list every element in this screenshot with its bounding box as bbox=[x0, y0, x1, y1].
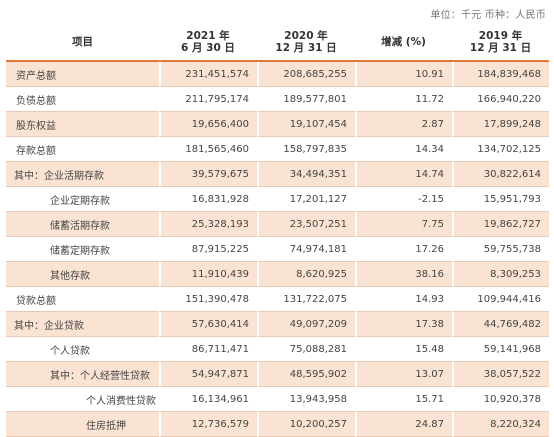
value-2021: 25,328,193 bbox=[159, 212, 257, 237]
row-label: 其中：企业贷款 bbox=[6, 312, 159, 337]
row-label: 储蓄定期存款 bbox=[6, 237, 159, 262]
table-row: 贷款总额 151,390,478 131,722,075 14.93 109,944,4… bbox=[6, 287, 549, 312]
value-2020: 158,797,835 bbox=[257, 137, 355, 162]
value-change: 7.75 bbox=[355, 212, 452, 237]
value-change: 10.91 bbox=[355, 62, 452, 87]
row-label: 企业定期存款 bbox=[6, 187, 159, 212]
value-2020: 13,943,958 bbox=[257, 387, 355, 412]
value-2021: 231,451,574 bbox=[159, 62, 257, 87]
value-2021: 16,134,961 bbox=[159, 387, 257, 412]
value-2019: 19,862,727 bbox=[452, 212, 549, 237]
value-2020: 131,722,075 bbox=[257, 287, 355, 312]
value-2019: 38,057,522 bbox=[452, 362, 549, 387]
row-label: 存款总额 bbox=[6, 137, 159, 162]
value-2021: 12,736,579 bbox=[159, 412, 257, 437]
value-2019: 15,951,793 bbox=[452, 187, 549, 212]
value-2019: 166,940,220 bbox=[452, 87, 549, 112]
value-2019: 184,839,468 bbox=[452, 62, 549, 87]
value-change: 14.74 bbox=[355, 162, 452, 187]
value-2020: 208,685,255 bbox=[257, 62, 355, 87]
row-label: 其中：企业活期存款 bbox=[6, 162, 159, 187]
value-change: 14.34 bbox=[355, 137, 452, 162]
value-change: 24.87 bbox=[355, 412, 452, 437]
table-row: 住房抵押 12,736,579 10,200,257 24.87 8,220,324 bbox=[6, 412, 549, 437]
table-row: 个人贷款 86,711,471 75,088,281 15.48 59,141,968 bbox=[6, 337, 549, 362]
value-2021: 39,579,675 bbox=[159, 162, 257, 187]
row-label: 贷款总额 bbox=[6, 287, 159, 312]
row-label: 储蓄活期存款 bbox=[6, 212, 159, 237]
table-row: 资产总额 231,451,574 208,685,255 10.91 184,839,4… bbox=[6, 62, 549, 87]
row-label: 其他存款 bbox=[6, 262, 159, 287]
row-label: 个人贷款 bbox=[6, 337, 159, 362]
value-2019: 109,944,416 bbox=[452, 287, 549, 312]
table-row: 储蓄活期存款 25,328,193 23,507,251 7.75 19,862,727 bbox=[6, 212, 549, 237]
value-2020: 10,200,257 bbox=[257, 412, 355, 437]
value-2020: 8,620,925 bbox=[257, 262, 355, 287]
value-2020: 48,595,902 bbox=[257, 362, 355, 387]
value-2019: 44,769,482 bbox=[452, 312, 549, 337]
value-2021: 86,711,471 bbox=[159, 337, 257, 362]
table-row: 其中：企业活期存款 39,579,675 34,494,351 14.74 30,822… bbox=[6, 162, 549, 187]
table-row: 其中：个人经营性贷款 54,947,871 48,595,902 13.07 38,05… bbox=[6, 362, 549, 387]
value-2019: 8,309,253 bbox=[452, 262, 549, 287]
row-label: 资产总额 bbox=[6, 62, 159, 87]
row-label: 其中：个人经营性贷款 bbox=[6, 362, 159, 387]
value-change: 14.93 bbox=[355, 287, 452, 312]
value-change: -2.15 bbox=[355, 187, 452, 212]
row-label: 个人消费性贷款 bbox=[6, 387, 159, 412]
header-item: 项目 bbox=[6, 24, 159, 62]
value-2020: 74,974,181 bbox=[257, 237, 355, 262]
value-2019: 10,920,378 bbox=[452, 387, 549, 412]
table-row: 其中：企业贷款 57,630,414 49,097,209 17.38 44,769,4… bbox=[6, 312, 549, 337]
value-2019: 30,822,614 bbox=[452, 162, 549, 187]
row-label: 住房抵押 bbox=[6, 412, 159, 437]
value-2020: 75,088,281 bbox=[257, 337, 355, 362]
value-2019: 59,141,968 bbox=[452, 337, 549, 362]
table-row: 股东权益 19,656,400 19,107,454 2.87 17,899,248 bbox=[6, 112, 549, 137]
value-change: 17.38 bbox=[355, 312, 452, 337]
value-2021: 19,656,400 bbox=[159, 112, 257, 137]
value-2021: 211,795,174 bbox=[159, 87, 257, 112]
row-label: 负债总额 bbox=[6, 87, 159, 112]
value-2019: 8,220,324 bbox=[452, 412, 549, 437]
header-2019: 2019 年 12 月 31 日 bbox=[452, 24, 549, 62]
value-2020: 23,507,251 bbox=[257, 212, 355, 237]
unit-note: 单位：千元 币种：人民币 bbox=[430, 10, 546, 21]
value-2020: 189,577,801 bbox=[257, 87, 355, 112]
table-row: 存款总额 181,565,460 158,797,835 14.34 134,702,1… bbox=[6, 137, 549, 162]
value-2019: 134,702,125 bbox=[452, 137, 549, 162]
value-change: 38.16 bbox=[355, 262, 452, 287]
value-change: 11.72 bbox=[355, 87, 452, 112]
value-change: 17.26 bbox=[355, 237, 452, 262]
value-2021: 151,390,478 bbox=[159, 287, 257, 312]
table-row: 个人消费性贷款 16,134,961 13,943,958 15.71 10,920,3… bbox=[6, 387, 549, 412]
value-2021: 57,630,414 bbox=[159, 312, 257, 337]
table-row: 企业定期存款 16,831,928 17,201,127 -2.15 15,951,79… bbox=[6, 187, 549, 212]
value-2019: 17,899,248 bbox=[452, 112, 549, 137]
value-2020: 34,494,351 bbox=[257, 162, 355, 187]
table-row: 负债总额 211,795,174 189,577,801 11.72 166,940,2… bbox=[6, 87, 549, 112]
value-2021: 54,947,871 bbox=[159, 362, 257, 387]
table-row: 储蓄定期存款 87,915,225 74,974,181 17.26 59,755,73… bbox=[6, 237, 549, 262]
value-change: 13.07 bbox=[355, 362, 452, 387]
value-2019: 59,755,738 bbox=[452, 237, 549, 262]
value-2021: 87,915,225 bbox=[159, 237, 257, 262]
table-row: 其他存款 11,910,439 8,620,925 38.16 8,309,253 bbox=[6, 262, 549, 287]
header-change: 增减 (%) bbox=[355, 24, 452, 62]
value-2020: 17,201,127 bbox=[257, 187, 355, 212]
value-change: 15.48 bbox=[355, 337, 452, 362]
value-2020: 19,107,454 bbox=[257, 112, 355, 137]
value-change: 2.87 bbox=[355, 112, 452, 137]
value-2021: 11,910,439 bbox=[159, 262, 257, 287]
value-2020: 49,097,209 bbox=[257, 312, 355, 337]
value-change: 15.71 bbox=[355, 387, 452, 412]
row-label: 股东权益 bbox=[6, 112, 159, 137]
value-2021: 181,565,460 bbox=[159, 137, 257, 162]
header-2020: 2020 年 12 月 31 日 bbox=[257, 24, 355, 62]
value-2021: 16,831,928 bbox=[159, 187, 257, 212]
